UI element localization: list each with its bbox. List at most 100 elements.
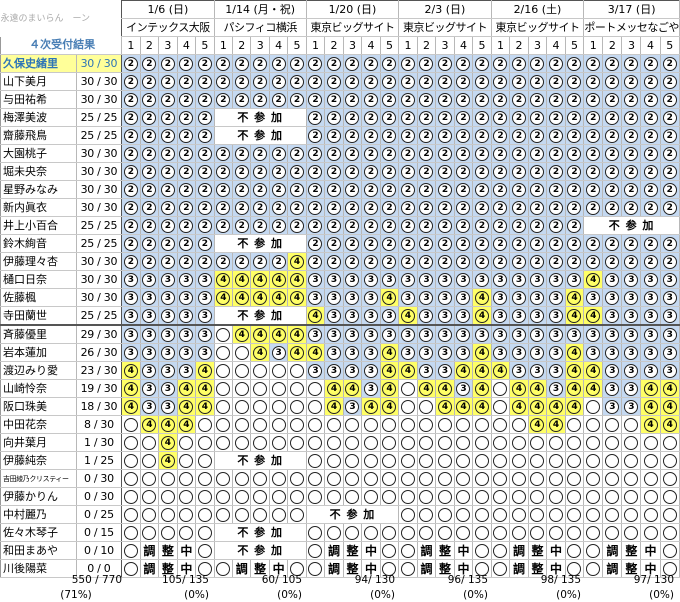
ticket-2-icon: 2 [567, 236, 582, 251]
member-score: 30 / 30 [76, 180, 123, 199]
ticket-2-icon: 2 [326, 200, 341, 215]
slot-cell: 2 [177, 90, 197, 109]
slot-cell [454, 487, 474, 506]
slot-cell [398, 523, 418, 542]
ticket-2-icon: 2 [271, 218, 286, 233]
circle-icon [643, 453, 658, 468]
ticket-2-icon: 2 [456, 56, 471, 71]
ticket-2-icon: 2 [345, 200, 360, 215]
slot-cell [509, 469, 529, 488]
ticket-3-icon: 3 [456, 308, 471, 323]
slot-number: 5 [660, 36, 680, 55]
slot-cell: 2 [158, 162, 178, 181]
slot-cell: 2 [305, 198, 326, 217]
ticket-2-icon: 2 [197, 236, 212, 251]
ticket-2-icon: 2 [271, 254, 286, 269]
slot-cell [472, 487, 492, 506]
circle-icon [530, 489, 545, 504]
slot-cell: 3 [528, 306, 548, 326]
slot-cell: 4 [640, 397, 661, 416]
slot-cell: 2 [269, 72, 289, 91]
slot-cell: 3 [361, 361, 381, 380]
ticket-3-icon: 3 [160, 345, 175, 360]
slot-cell [509, 451, 529, 470]
ticket-2-icon: 2 [123, 110, 138, 125]
circle-icon [308, 417, 323, 432]
ticket-3-icon: 3 [456, 345, 471, 360]
footer-score: 94/ 130 [354, 574, 395, 586]
slot-cell: 2 [454, 180, 474, 199]
slot-cell: 2 [660, 162, 680, 181]
ticket-2-icon: 2 [493, 56, 508, 71]
circle-icon [308, 543, 323, 558]
ticket-2-icon: 2 [530, 110, 545, 125]
slot-cell [660, 451, 680, 470]
ticket-2-icon: 2 [511, 56, 526, 71]
ticket-2-icon: 2 [326, 236, 341, 251]
ticket-3-icon: 3 [662, 327, 677, 342]
slot-cell: 4 [269, 288, 289, 307]
slot-cell [121, 541, 141, 560]
slot-cell: 2 [287, 162, 307, 181]
ticket-2-icon: 2 [308, 182, 323, 197]
ticket-2-icon: 2 [474, 110, 489, 125]
member-name: 梅澤美波 [0, 108, 77, 127]
circle-icon [493, 525, 508, 540]
ticket-2-icon: 2 [624, 56, 639, 71]
ticket-4-icon: 4 [271, 327, 286, 342]
ticket-2-icon: 2 [326, 110, 341, 125]
slot-cell: 2 [305, 54, 326, 73]
ticket-2-icon: 2 [548, 56, 563, 71]
circle-icon [605, 417, 620, 432]
ticket-4-icon: 4 [160, 435, 175, 450]
slot-cell: 2 [140, 144, 160, 163]
slot-cell [232, 433, 252, 452]
ticket-2-icon: 2 [271, 164, 286, 179]
circle-icon [662, 561, 677, 576]
member-row: 久保史緒里 30 / 30 2 2 2 2 2 2 2 2 2 2 2 2 2 2 2 2 2 2 2 2 2 2 2 2 2 2 2 2… [0, 54, 680, 73]
ticket-2-icon: 2 [197, 164, 212, 179]
slot-cell: 2 [232, 180, 252, 199]
slot-cell: 4 [640, 379, 661, 398]
ticket-3-icon: 3 [643, 345, 658, 360]
ticket-4-icon: 4 [216, 290, 231, 305]
slot-number: 2 [232, 36, 252, 55]
slot-cell [287, 505, 307, 524]
circle-icon [142, 525, 157, 540]
slot-cell [528, 469, 548, 488]
ticket-2-icon: 2 [456, 146, 471, 161]
ticket-2-icon: 2 [437, 146, 452, 161]
footer-percent: (0%) [370, 589, 395, 601]
slot-cell: 3 [324, 324, 344, 344]
slot-cell [213, 343, 234, 362]
slot-cell: 2 [602, 54, 623, 73]
slot-cell [640, 433, 661, 452]
slot-cell: 2 [250, 72, 270, 91]
slot-cell: 3 [324, 270, 344, 289]
slot-cell: 3 [417, 306, 437, 326]
slot-cell [583, 505, 604, 524]
slot-cell [343, 469, 363, 488]
ticket-3-icon: 3 [419, 290, 434, 305]
slot-cell [380, 523, 400, 542]
slot-cell [177, 433, 197, 452]
ticket-2-icon: 2 [345, 74, 360, 89]
slot-cell: 2 [305, 162, 326, 181]
ticket-2-icon: 2 [142, 182, 157, 197]
circle-icon [586, 471, 601, 486]
circle-icon [326, 489, 341, 504]
circle-icon [160, 471, 175, 486]
footer-score: 96/ 135 [447, 574, 488, 586]
slot-cell: 3 [509, 343, 529, 362]
ticket-2-icon: 2 [123, 164, 138, 179]
slot-cell: 2 [343, 108, 363, 127]
slot-cell: 2 [140, 252, 160, 271]
event-venue: 東京ビッグサイト [490, 18, 585, 37]
ticket-2-icon: 2 [511, 200, 526, 215]
circle-icon [308, 435, 323, 450]
slot-cell: 2 [490, 162, 511, 181]
slot-cell: 2 [640, 108, 661, 127]
member-score: 30 / 30 [76, 252, 123, 271]
circle-icon [123, 471, 138, 486]
